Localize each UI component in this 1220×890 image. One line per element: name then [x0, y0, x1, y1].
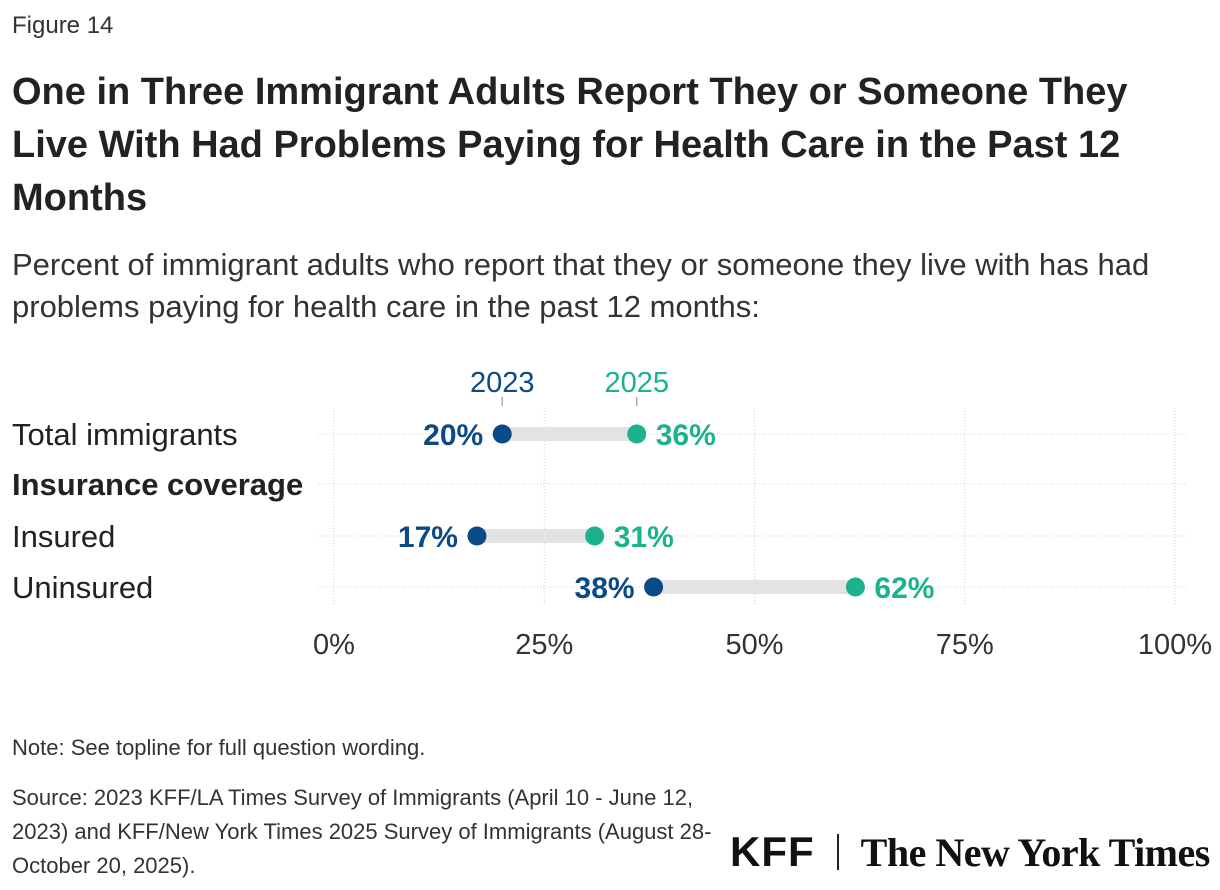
figure-label: Figure 14: [12, 12, 114, 39]
chart-note: Note: See topline for full question word…: [12, 735, 426, 760]
kff-logo: KFF: [730, 828, 815, 875]
row-label: Uninsured: [12, 570, 153, 605]
value-label-2025: 31%: [614, 521, 674, 554]
connector-bar: [476, 529, 595, 543]
value-label-2023: 20%: [423, 419, 483, 452]
dot-2025: [585, 526, 605, 546]
dumbbell-chart: 0% 25% 50% 75% 100% Total immigrants 20% 36% Ins…: [12, 367, 1212, 661]
value-label-2025: 36%: [656, 419, 716, 452]
x-tick-label: 100%: [1138, 629, 1212, 661]
logo-divider: [836, 834, 839, 870]
x-tick-label: 75%: [936, 629, 994, 661]
dot-2025: [845, 577, 865, 597]
dot-2025: [627, 424, 647, 444]
chart-subtitle: Percent of immigrant adults who report t…: [12, 247, 1150, 324]
value-label-2025: 62%: [874, 572, 934, 605]
chart-source: Source: 2023 KFF/LA Times Survey of Immi…: [12, 785, 712, 878]
legend-label-2023: 2023: [470, 367, 535, 399]
dot-2023: [492, 424, 512, 444]
value-label-2023: 17%: [398, 521, 458, 554]
x-tick-label: 0%: [313, 629, 355, 661]
value-label-2023: 38%: [575, 572, 635, 605]
x-tick-label: 25%: [515, 629, 573, 661]
dot-2023: [644, 577, 664, 597]
row-label: Insured: [12, 519, 115, 554]
dot-2023: [467, 526, 487, 546]
connector-bar: [653, 580, 856, 594]
chart-title: One in Three Immigrant Adults Report The…: [12, 71, 1128, 219]
nyt-logo: The New York Times: [860, 829, 1211, 875]
legend-label-2025: 2025: [605, 367, 670, 399]
connector-bar: [502, 427, 637, 441]
row-label: Insurance coverage: [12, 467, 303, 502]
row-label: Total immigrants: [12, 417, 238, 452]
x-tick-label: 50%: [725, 629, 783, 661]
logo-bar: KFF The New York Times: [730, 822, 1210, 882]
